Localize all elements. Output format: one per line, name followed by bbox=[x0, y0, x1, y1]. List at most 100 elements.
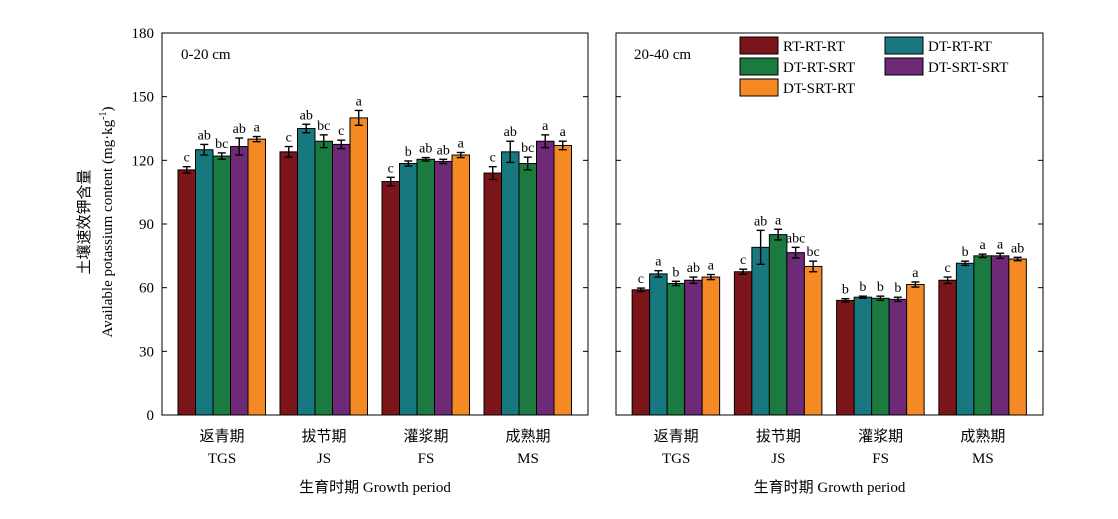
significance-letter: ab bbox=[233, 122, 246, 137]
y-tick-label: 30 bbox=[139, 344, 154, 360]
bar bbox=[888, 298, 908, 416]
significance-letter: a bbox=[775, 213, 782, 228]
x-tick-label-cn: 灌浆期 bbox=[858, 427, 903, 445]
significance-letter: bc bbox=[807, 245, 820, 260]
bar bbox=[314, 140, 333, 416]
x-tick-label-cn: 灌浆期 bbox=[403, 427, 448, 445]
x-tick-label-cn: 拔节期 bbox=[756, 428, 801, 445]
x-tick-label-cn: 返青期 bbox=[654, 428, 699, 445]
bar bbox=[666, 282, 686, 416]
significance-letter: b bbox=[859, 280, 866, 295]
y-axis-title-en: Available potassium content (mg·kg bbox=[100, 119, 116, 337]
significance-letter: abc bbox=[786, 231, 805, 246]
bar bbox=[518, 163, 537, 416]
bar bbox=[195, 149, 214, 416]
bar bbox=[247, 138, 266, 416]
y-tick-label: 120 bbox=[132, 153, 155, 169]
bar bbox=[399, 163, 418, 416]
y-axis-title-cn: 土壤速效钾含量 bbox=[75, 169, 93, 274]
bar bbox=[906, 283, 925, 416]
bar bbox=[230, 146, 249, 416]
bar bbox=[536, 140, 555, 416]
y-tick-label: 60 bbox=[139, 281, 154, 297]
x-tick-label-en: MS bbox=[517, 451, 539, 467]
bar bbox=[631, 289, 651, 416]
legend-label: DT-SRT-SRT bbox=[928, 60, 1008, 76]
bar bbox=[279, 151, 298, 416]
bar bbox=[553, 144, 572, 416]
bar bbox=[836, 299, 855, 416]
bar bbox=[701, 276, 721, 416]
x-tick-label-en: MS bbox=[972, 451, 994, 467]
significance-letter: bc bbox=[317, 119, 330, 134]
x-tick-label-cn: 返青期 bbox=[199, 428, 244, 445]
x-tick-label-en: FS bbox=[418, 451, 435, 467]
x-tick-label-en: JS bbox=[771, 451, 785, 467]
significance-letter: ab bbox=[419, 142, 432, 157]
legend-swatch bbox=[739, 57, 779, 76]
bar bbox=[786, 252, 805, 416]
bar bbox=[483, 172, 502, 416]
x-axis-title: 生育时期 Growth period bbox=[299, 479, 451, 496]
significance-letter: b bbox=[962, 245, 969, 260]
significance-letter: ab bbox=[1011, 241, 1024, 256]
significance-letter: a bbox=[708, 259, 715, 274]
bar bbox=[768, 234, 788, 416]
bar bbox=[349, 117, 368, 416]
significance-letter: a bbox=[254, 121, 261, 136]
bar bbox=[990, 255, 1010, 416]
bar bbox=[434, 160, 453, 416]
x-tick-label-en: TGS bbox=[208, 451, 236, 467]
panel-label: 20-40 cm bbox=[634, 47, 691, 63]
y-axis-title-unit-exponent: -1 bbox=[98, 112, 109, 120]
significance-letter: c bbox=[638, 272, 644, 287]
significance-letter: c bbox=[945, 261, 951, 276]
bar bbox=[973, 255, 992, 416]
legend-swatch bbox=[884, 36, 924, 55]
y-tick-label: 0 bbox=[147, 408, 155, 424]
significance-letter: c bbox=[740, 253, 746, 268]
legend-label: DT-SRT-RT bbox=[783, 81, 855, 97]
significance-letter: a bbox=[655, 255, 662, 270]
bar bbox=[803, 265, 823, 416]
bar bbox=[381, 181, 400, 416]
significance-letter: a bbox=[980, 238, 987, 253]
y-tick-label: 90 bbox=[139, 217, 154, 233]
bar bbox=[684, 279, 703, 416]
significance-letter: ab bbox=[437, 143, 450, 158]
significance-letter: ab bbox=[754, 214, 767, 229]
legend: RT-RT-RT DT-RT-RT DT-RT-SRT DT-SRT-SRT DT-SR… bbox=[739, 36, 1008, 97]
significance-letter: c bbox=[286, 131, 292, 146]
legend-label: RT-RT-RT bbox=[783, 39, 845, 55]
legend-swatch bbox=[739, 78, 779, 97]
legend-swatch bbox=[739, 36, 779, 55]
x-tick-label-en: FS bbox=[872, 451, 889, 467]
significance-letter: a bbox=[356, 94, 363, 109]
bar bbox=[751, 246, 770, 416]
bar bbox=[938, 279, 957, 416]
panel-label: 0-20 cm bbox=[181, 47, 231, 63]
x-tick-label-cn: 成熟期 bbox=[960, 428, 1005, 445]
x-tick-label-en: TGS bbox=[662, 451, 690, 467]
y-tick-label: 150 bbox=[132, 90, 155, 106]
significance-letter: c bbox=[388, 161, 394, 176]
bar bbox=[212, 155, 231, 416]
bar bbox=[297, 128, 316, 416]
significance-letter: a bbox=[458, 136, 465, 151]
significance-letter: a bbox=[997, 237, 1004, 252]
x-axis-title: 生育时期 Growth period bbox=[754, 479, 906, 496]
legend-swatch bbox=[884, 57, 924, 76]
significance-letter: b bbox=[672, 265, 679, 280]
bar bbox=[649, 273, 668, 416]
significance-letter: bc bbox=[215, 137, 228, 152]
bar bbox=[501, 151, 520, 416]
significance-letter: ab bbox=[687, 261, 700, 276]
bar bbox=[733, 271, 753, 416]
significance-letter: a bbox=[560, 125, 567, 140]
bar bbox=[177, 169, 196, 416]
y-tick-label: 180 bbox=[132, 26, 155, 42]
